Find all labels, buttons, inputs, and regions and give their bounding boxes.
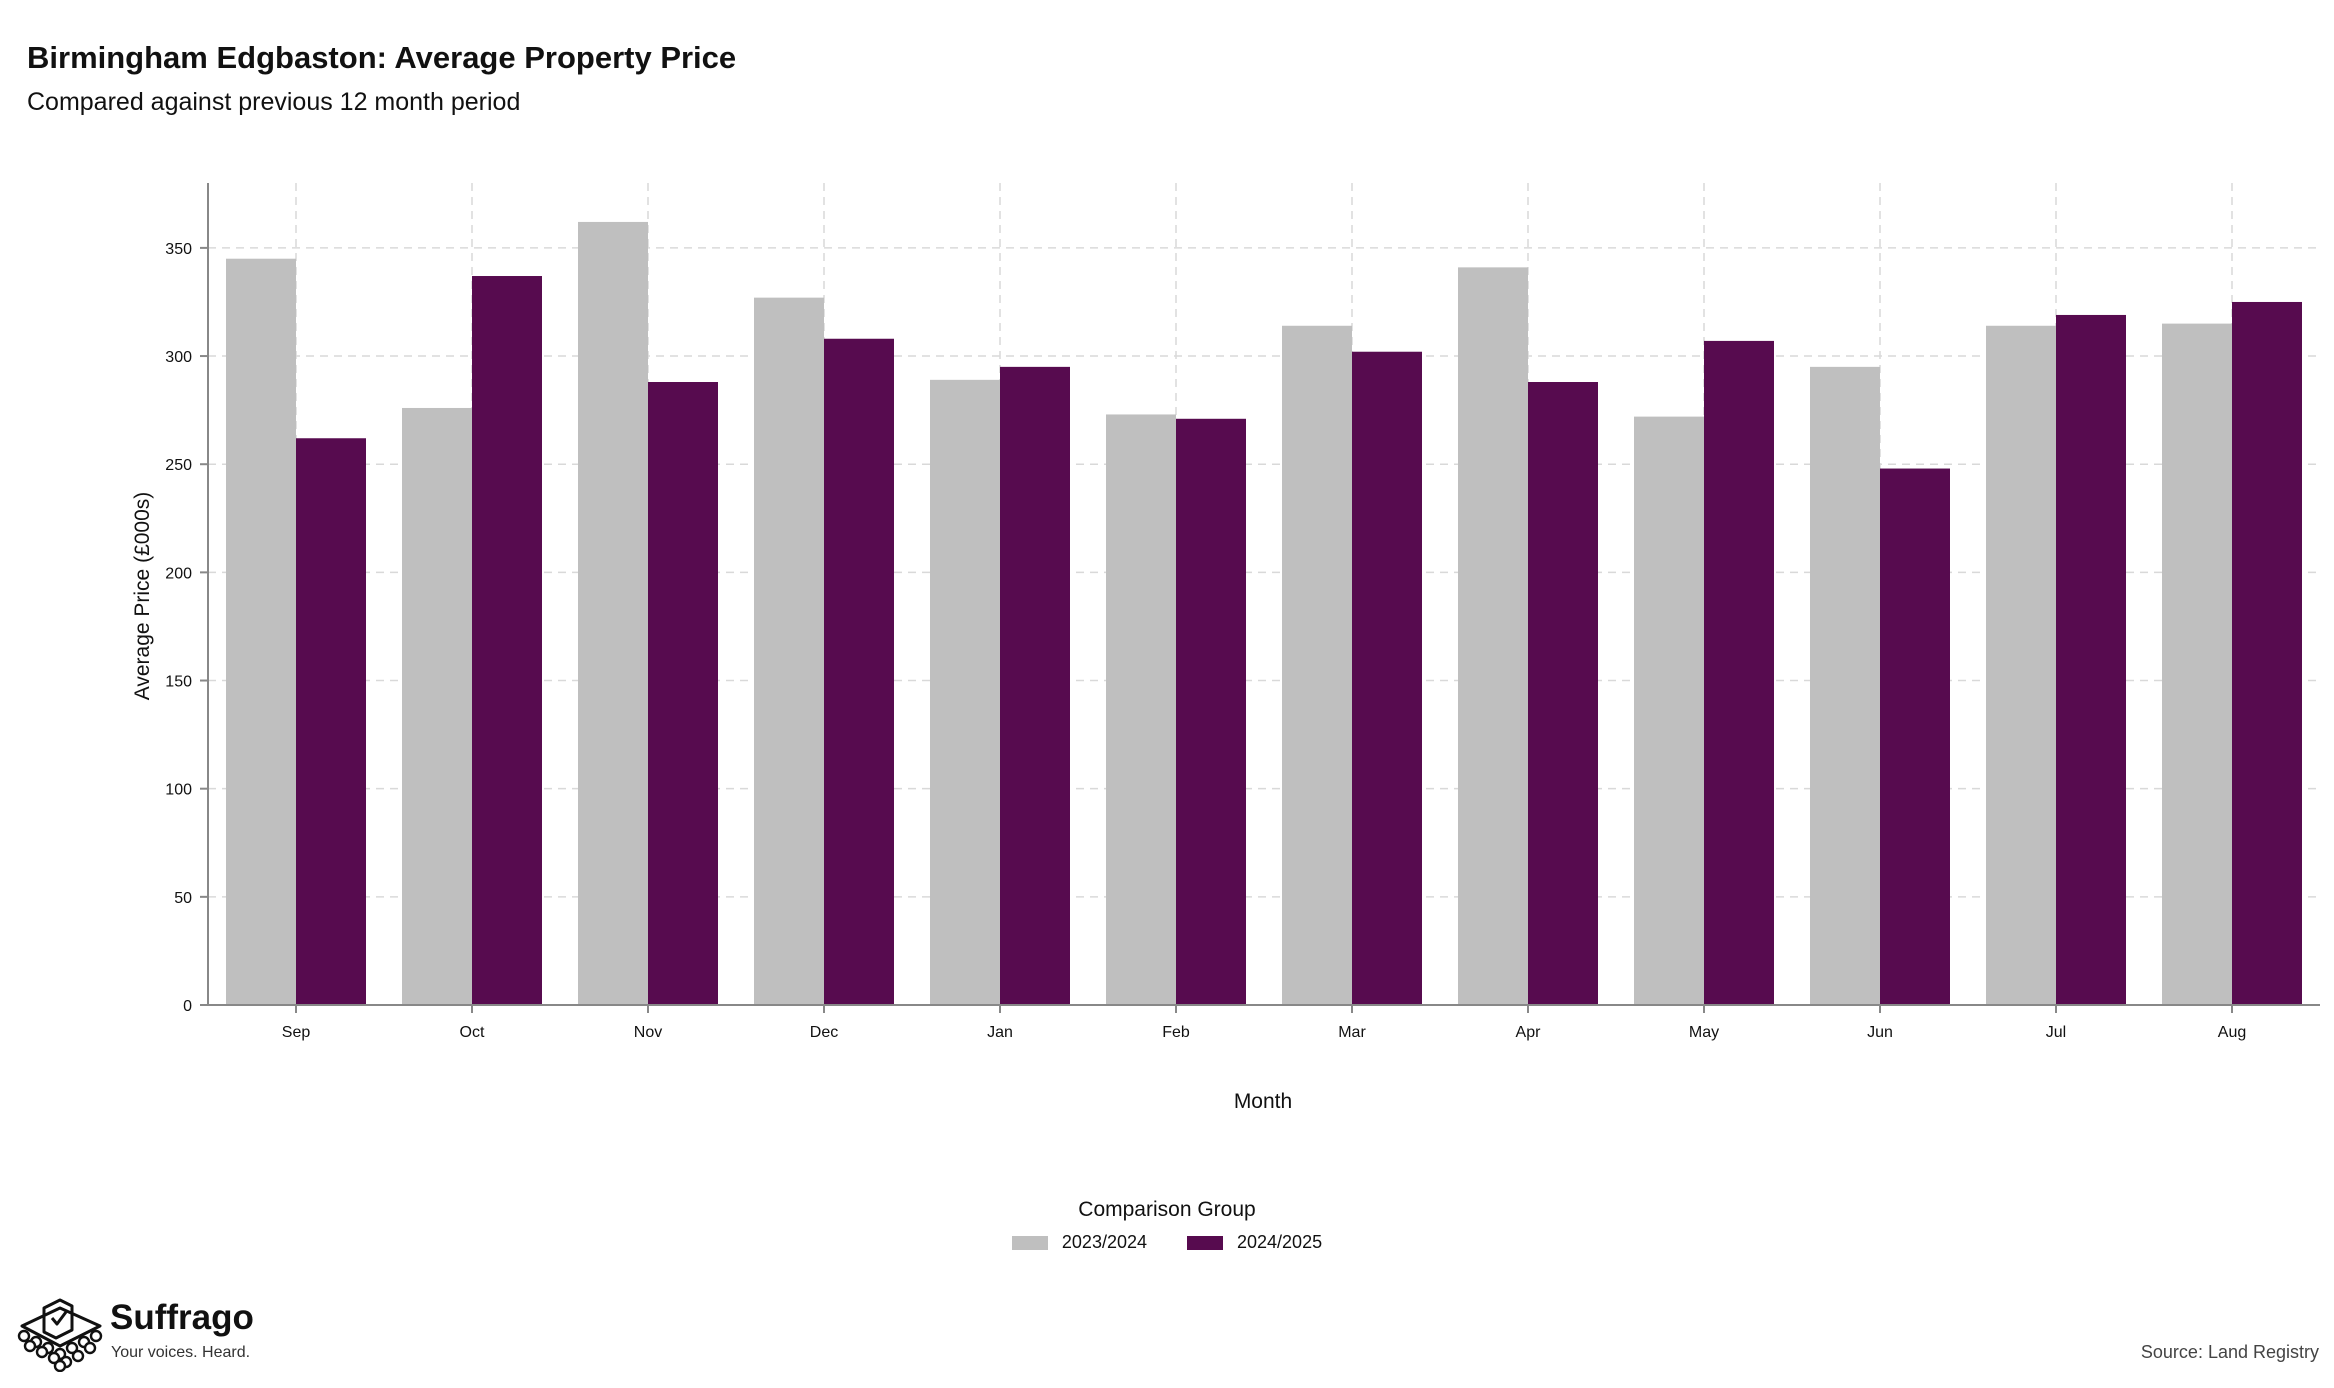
bar-2023-2024-jun	[1810, 366, 1880, 1005]
bar-2024-2025-jul	[2056, 314, 2126, 1005]
bar-2024-2025-jun	[1880, 468, 1950, 1005]
bar-2024-2025-jan	[1000, 366, 1070, 1005]
bar-2023-2024-sep	[226, 258, 296, 1005]
y-tick-label: 250	[165, 457, 192, 474]
bar-2023-2024-may	[1634, 416, 1704, 1005]
legend-label: 2024/2025	[1237, 1232, 1323, 1252]
legend-item-2023-2024: 2023/2024	[1011, 1232, 1147, 1253]
bar-chart: 0 50 100 150 200 250 300 350 Sep Oct Nov Dec Jan Feb M…	[131, 183, 2320, 1113]
bars	[226, 221, 2302, 1006]
bar-2023-2024-jan	[930, 379, 1000, 1005]
x-tick-label: Dec	[810, 1024, 838, 1041]
y-tick-label: 100	[165, 782, 192, 799]
ballot-box-icon	[17, 1298, 103, 1372]
chart-subtitle: Compared against previous 12 month perio…	[27, 88, 521, 116]
bar-2024-2025-apr	[1528, 382, 1598, 1006]
bar-2024-2025-aug	[2232, 301, 2302, 1005]
chart-title: Birmingham Edgbaston: Average Property P…	[27, 40, 737, 75]
x-tick-label: Sep	[282, 1024, 311, 1041]
y-tick-label: 200	[165, 565, 192, 582]
y-tick-label: 50	[174, 890, 192, 907]
legend-items: 2023/2024 2024/2025	[0, 1232, 2334, 1253]
x-tick-label: Jul	[2046, 1024, 2066, 1041]
bar-2023-2024-mar	[1282, 325, 1352, 1005]
bar-2023-2024-feb	[1106, 414, 1176, 1005]
legend-swatch	[1187, 1235, 1223, 1250]
bar-2023-2024-dec	[754, 297, 824, 1006]
x-tick-label: Jun	[1867, 1024, 1893, 1041]
x-tick-label: Aug	[2218, 1024, 2246, 1041]
y-tick-label: 0	[183, 998, 192, 1015]
brand-name: Suffrago	[110, 1298, 254, 1337]
x-tick-label: Feb	[1162, 1024, 1190, 1041]
x-tick-label: Mar	[1338, 1024, 1366, 1041]
brand-logo-block: Suffrago Your voices. Heard.	[14, 1290, 334, 1380]
brand-tagline: Your voices. Heard.	[111, 1344, 251, 1361]
x-axis-label: Month	[1234, 1090, 1292, 1113]
bar-2024-2025-sep	[296, 438, 366, 1005]
legend-label: 2023/2024	[1061, 1232, 1147, 1252]
bar-2024-2025-nov	[648, 382, 718, 1006]
bar-2023-2024-jul	[1986, 325, 2056, 1005]
legend-swatch	[1011, 1235, 1048, 1250]
bar-2024-2025-mar	[1352, 351, 1422, 1005]
bar-2023-2024-aug	[2162, 323, 2232, 1006]
bar-2024-2025-may	[1704, 340, 1774, 1005]
x-tick-label: Nov	[634, 1024, 662, 1041]
y-axis-label: Average Price (£000s)	[131, 492, 154, 701]
bar-2023-2024-oct	[402, 407, 472, 1006]
bar-2023-2024-nov	[578, 221, 648, 1006]
legend-item-2024-2025: 2024/2025	[1187, 1232, 1322, 1253]
x-tick-label: May	[1689, 1024, 1719, 1041]
bar-2024-2025-feb	[1176, 418, 1246, 1006]
y-tick-label: 350	[165, 241, 192, 258]
y-tick-label: 150	[165, 674, 192, 691]
bar-2023-2024-apr	[1458, 267, 1528, 1005]
axes: 0 50 100 150 200 250 300 350 Sep Oct Nov Dec Jan Feb M…	[165, 183, 2320, 1041]
x-tick-label: Jan	[987, 1024, 1013, 1041]
x-tick-label: Oct	[460, 1024, 485, 1041]
bar-2024-2025-dec	[824, 338, 894, 1005]
bar-2024-2025-oct	[472, 276, 542, 1006]
source-note: Source: Land Registry	[2140, 1342, 2319, 1362]
legend-title: Comparison Group	[1078, 1198, 1256, 1221]
x-tick-label: Apr	[1516, 1024, 1542, 1041]
y-tick-label: 300	[165, 349, 192, 366]
